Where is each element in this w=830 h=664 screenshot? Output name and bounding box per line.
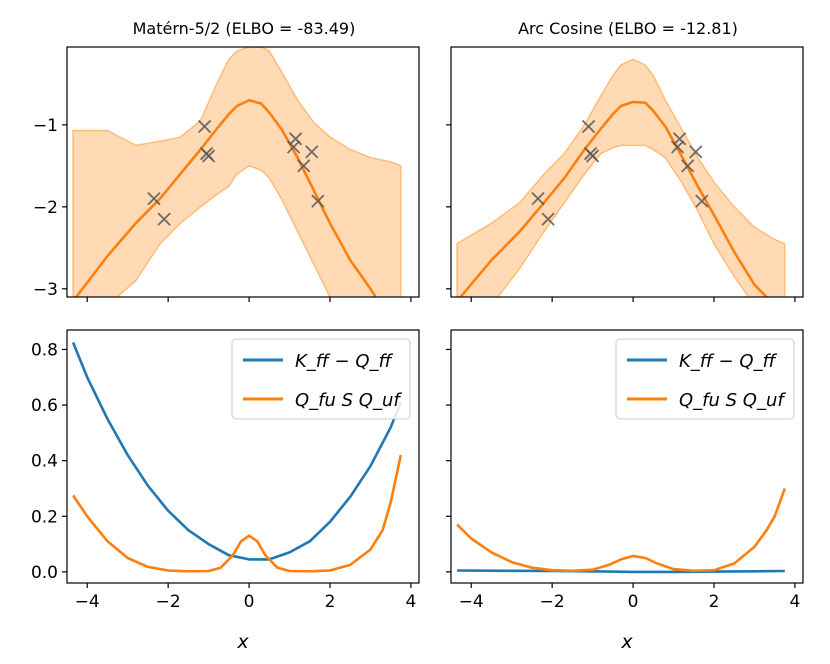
observation-marker <box>581 119 596 134</box>
y-tick-label: 0.4 <box>31 452 58 472</box>
panel-title: Arc Cosine (ELBO = -12.81) <box>518 19 738 38</box>
series-line <box>456 488 787 573</box>
panel-arc-cosine: Arc Cosine (ELBO = -12.81) <box>446 19 804 302</box>
observation-marker <box>288 132 303 146</box>
observation-marker <box>197 119 212 134</box>
plot-area <box>456 58 786 297</box>
observation-marker <box>681 159 695 173</box>
observation-marker <box>297 159 311 173</box>
y-tick-label: 0.8 <box>31 340 58 360</box>
axes-frame <box>450 329 804 584</box>
series-line <box>74 99 378 297</box>
y-tick-label: −3 <box>33 280 58 300</box>
observation-marker <box>695 194 709 208</box>
observation-marker <box>286 140 301 154</box>
x-tick-label: 2 <box>325 592 336 612</box>
x-tick-label: −4 <box>459 592 484 612</box>
series-line <box>457 569 785 574</box>
plot-area <box>456 488 787 574</box>
x-axis-label: x <box>236 631 249 653</box>
x-tick-label: −2 <box>156 592 181 612</box>
observation-marker <box>147 192 161 206</box>
axes-frame <box>66 329 420 584</box>
axes-frame <box>450 46 804 298</box>
confidence-band <box>72 47 402 297</box>
observation-marker <box>157 212 171 226</box>
legend-entry-qfu: Q_fu S Q_uf <box>295 390 402 411</box>
confidence-band <box>456 58 786 297</box>
observation-marker <box>585 149 600 163</box>
y-tick-label: 0.0 <box>31 563 58 583</box>
y-tick-label: 0.2 <box>31 507 58 527</box>
legend-entry-qfu: Q_fu S Q_uf <box>679 390 786 411</box>
series-line <box>71 342 403 561</box>
panel-variance-arc-cosine: −4 −2 0 2 4 x K_ff − Q_ff Q_fu S Q_uf <box>446 329 804 653</box>
legend-entry-kff: K_ff − Q_ff <box>679 351 777 372</box>
observation-marker <box>672 132 687 146</box>
series-line <box>72 454 403 573</box>
observation-marker <box>305 145 319 159</box>
legend-entry-kff: K_ff − Q_ff <box>295 351 393 372</box>
axes-frame <box>66 46 420 298</box>
legend: K_ff − Q_ff Q_fu S Q_uf <box>231 338 411 420</box>
x-tick-label: 0 <box>244 592 255 612</box>
plot-area <box>72 47 402 297</box>
y-tick-label: 0.6 <box>31 396 58 416</box>
observation-marker <box>201 149 216 163</box>
x-tick-label: −2 <box>540 592 565 612</box>
observation-marker <box>541 212 555 226</box>
x-axis-label: x <box>620 631 633 653</box>
panel-matern: Matérn-5/2 (ELBO = -83.49) −3 −2 −1 <box>33 19 420 302</box>
y-tick-label: −2 <box>33 198 58 218</box>
x-tick-label: 2 <box>709 592 720 612</box>
panel-title: Matérn-5/2 (ELBO = -83.49) <box>133 19 356 38</box>
y-tick-label: −1 <box>33 116 58 136</box>
x-tick-label: 4 <box>405 592 416 612</box>
observation-marker <box>531 192 545 206</box>
observation-marker <box>689 145 703 159</box>
series-line <box>458 100 769 297</box>
x-tick-label: −4 <box>75 592 100 612</box>
observation-marker <box>670 140 685 154</box>
x-tick-label: 0 <box>628 592 639 612</box>
panel-variance-matern: 0.0 0.2 0.4 0.6 0.8 −4 −2 0 2 4 x K_ff − Q_ff Q_f… <box>31 329 420 653</box>
plot-area <box>71 342 403 573</box>
legend: K_ff − Q_ff Q_fu S Q_uf <box>615 338 795 420</box>
observation-marker <box>311 194 325 208</box>
x-tick-label: 4 <box>789 592 800 612</box>
